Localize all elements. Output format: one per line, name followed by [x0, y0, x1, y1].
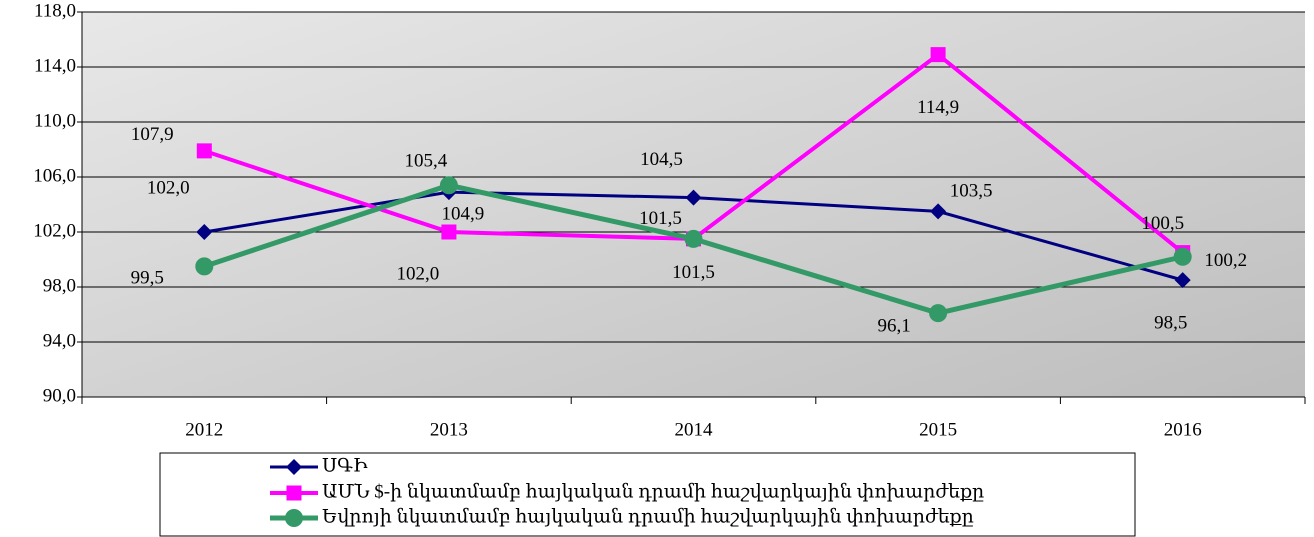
- y-tick-label: 106,0: [33, 165, 76, 186]
- data-label: 98,5: [1154, 312, 1187, 333]
- y-tick-label: 118,0: [34, 0, 76, 21]
- y-tick-label: 114,0: [34, 55, 76, 76]
- y-tick-label: 90,0: [43, 385, 76, 406]
- data-label: 101,5: [639, 208, 682, 229]
- y-tick-label: 94,0: [43, 330, 76, 351]
- marker: [195, 257, 214, 276]
- y-tick-label: 110,0: [34, 110, 76, 131]
- x-tick-label: 2013: [430, 419, 468, 440]
- data-label: 105,4: [405, 151, 448, 172]
- legend-marker: [286, 485, 302, 501]
- x-tick-label: 2015: [919, 419, 957, 440]
- marker: [196, 143, 212, 159]
- data-label: 114,9: [917, 97, 959, 118]
- data-label: 99,5: [131, 268, 164, 289]
- data-label: 104,5: [640, 149, 683, 170]
- legend-label: ՍԳԻ: [322, 455, 368, 476]
- marker: [439, 176, 458, 195]
- legend-label: ԱՄՆ $-ի նկատմամբ հայկական դրամի հաշվարկա…: [322, 481, 984, 502]
- marker: [929, 304, 948, 323]
- y-tick-label: 98,0: [43, 275, 76, 296]
- legend-label: Եվրոյի նկատմամբ հայկական դրամի հաշվարկայ…: [322, 506, 974, 527]
- marker: [1174, 272, 1191, 289]
- data-label: 96,1: [877, 315, 910, 336]
- data-label: 102,0: [397, 263, 440, 284]
- data-label: 102,0: [147, 177, 190, 198]
- marker: [441, 224, 457, 240]
- data-label: 100,5: [1141, 213, 1184, 234]
- marker: [1173, 247, 1192, 266]
- x-tick-label: 2014: [675, 419, 714, 440]
- data-label: 107,9: [131, 124, 174, 145]
- legend-box: [159, 452, 1136, 537]
- x-tick-label: 2012: [185, 419, 223, 440]
- data-label: 101,5: [672, 262, 715, 283]
- data-label: 103,5: [950, 181, 993, 202]
- y-tick-label: 102,0: [33, 220, 76, 241]
- marker: [930, 47, 946, 63]
- data-label: 100,2: [1204, 250, 1247, 271]
- marker: [930, 203, 947, 220]
- legend-marker: [285, 509, 303, 527]
- legend-marker: [286, 459, 302, 475]
- marker: [196, 224, 213, 240]
- x-tick-label: 2016: [1164, 419, 1202, 440]
- marker: [684, 229, 703, 248]
- marker: [685, 189, 702, 206]
- data-label: 104,9: [442, 203, 485, 224]
